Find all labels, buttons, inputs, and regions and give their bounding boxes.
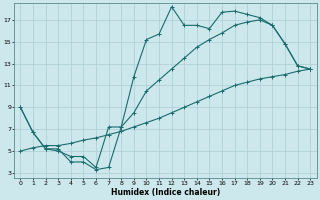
X-axis label: Humidex (Indice chaleur): Humidex (Indice chaleur) bbox=[111, 188, 220, 197]
